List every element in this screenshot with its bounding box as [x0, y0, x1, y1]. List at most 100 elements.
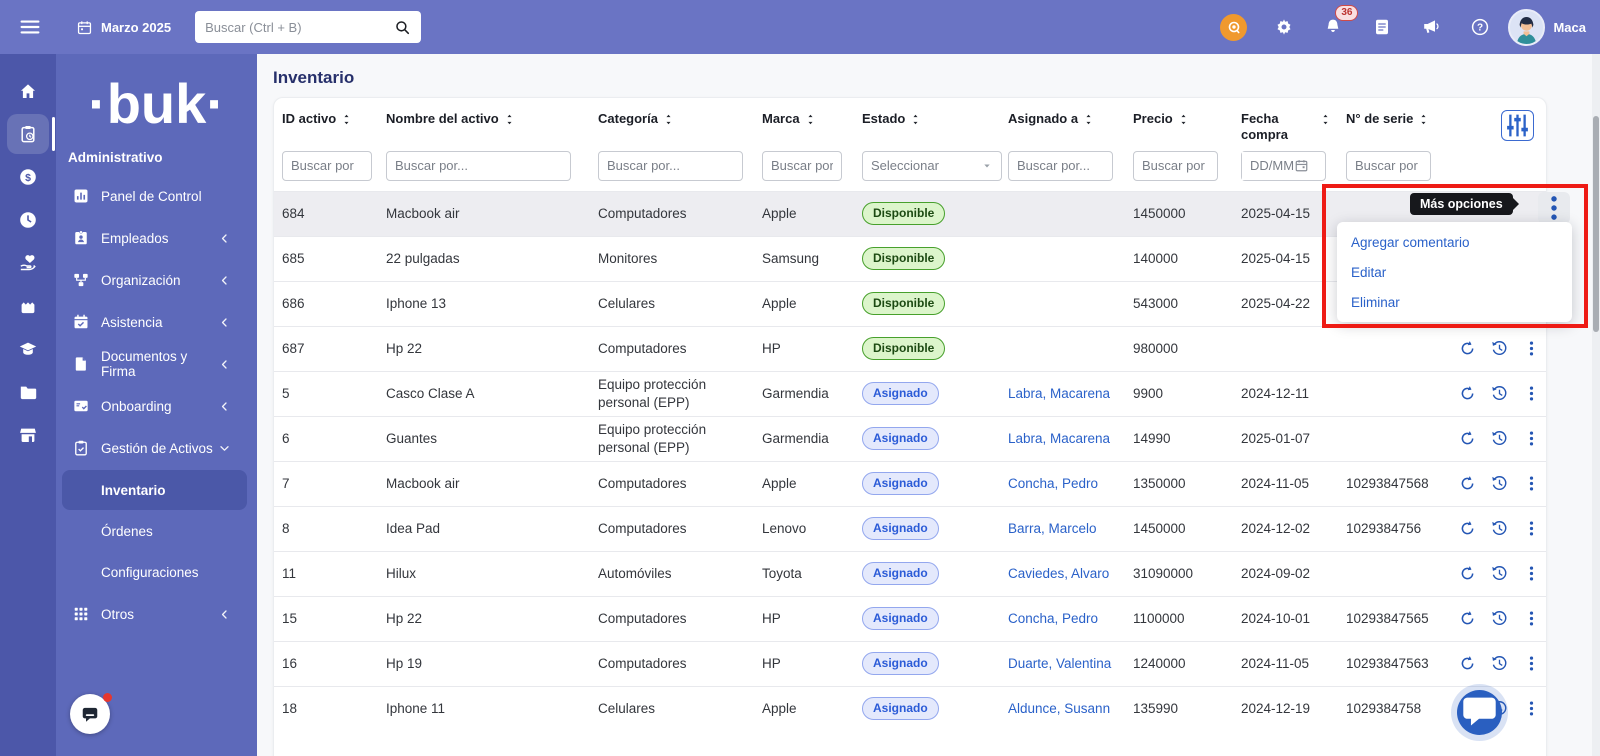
cell-asignado-a[interactable]: Barra, Marcelo — [1008, 520, 1097, 536]
filter-input-id-activo[interactable] — [282, 150, 372, 181]
menu-item-eliminar[interactable]: Eliminar — [1351, 294, 1400, 310]
rail-item-dollar[interactable]: $ — [7, 157, 49, 197]
refresh-button[interactable] — [1458, 564, 1477, 583]
more-options-button[interactable] — [1522, 384, 1541, 403]
scrollbar-thumb[interactable] — [1593, 116, 1599, 332]
cell-asignado-a[interactable]: Concha, Pedro — [1008, 610, 1099, 626]
sidebar-item-inventario[interactable]: Inventario — [62, 470, 247, 510]
column-header-categoria[interactable]: Categoría — [598, 111, 762, 127]
column-settings-button[interactable] — [1501, 110, 1534, 141]
sidebar-item-otros[interactable]: Otros — [56, 593, 257, 635]
history-button[interactable] — [1490, 429, 1509, 448]
more-options-button[interactable] — [1522, 429, 1541, 448]
refresh-button[interactable] — [1458, 474, 1477, 493]
refresh-button[interactable] — [1458, 384, 1477, 403]
history-button[interactable] — [1490, 519, 1509, 538]
help-icon[interactable]: ? — [1468, 15, 1492, 39]
refresh-button[interactable] — [1458, 654, 1477, 673]
menu-item-agregar-comentario[interactable]: Agregar comentario — [1351, 234, 1470, 250]
sidebar-item-asistencia[interactable]: Asistencia — [56, 301, 257, 343]
avatar[interactable] — [1508, 8, 1546, 46]
more-options-button[interactable] — [1522, 339, 1541, 358]
rail-item-hand-heart[interactable] — [7, 243, 49, 283]
cell-asignado-a[interactable]: Concha, Pedro — [1008, 475, 1099, 491]
rail-item-clock[interactable] — [7, 200, 49, 240]
history-button[interactable] — [1490, 474, 1509, 493]
scrollbar-track[interactable] — [1592, 54, 1600, 756]
rail-item-home[interactable] — [7, 71, 49, 111]
calendar-small-icon — [1294, 158, 1309, 173]
hamburger-menu-button[interactable] — [18, 15, 42, 39]
more-options-button[interactable] — [1522, 474, 1541, 493]
global-search[interactable] — [195, 11, 422, 43]
column-header-fecha-compra[interactable]: Fecha compra — [1241, 111, 1346, 144]
sidebar-item-gestion-de-activos[interactable]: Gestión de Activos — [56, 427, 257, 469]
history-button[interactable] — [1490, 564, 1509, 583]
rail-item-storefront[interactable] — [7, 415, 49, 455]
user-name[interactable]: Maca — [1553, 19, 1586, 35]
history-button[interactable] — [1490, 654, 1509, 673]
help-chat-fab[interactable] — [1457, 690, 1502, 735]
status-badge: Disponible — [862, 292, 946, 315]
chat-widget-button[interactable] — [70, 693, 112, 734]
cell-id-activo: 15 — [282, 610, 298, 626]
bell-icon[interactable]: 36 — [1321, 5, 1359, 39]
sidebar-item-onboarding[interactable]: Onboarding — [56, 385, 257, 427]
sidebar-item-configuraciones[interactable]: Configuraciones — [62, 552, 247, 592]
column-header-asignado-a[interactable]: Asignado a — [1008, 111, 1133, 127]
dollar-icon: $ — [18, 167, 38, 187]
menu-item-editar[interactable]: Editar — [1351, 264, 1387, 280]
sidebar-item-panel-de-control[interactable]: Panel de Control — [56, 175, 257, 217]
rail-item-graduation[interactable] — [7, 329, 49, 369]
filter-input-precio[interactable] — [1133, 150, 1218, 181]
history-button[interactable] — [1490, 609, 1509, 628]
period-selector[interactable]: Marzo 2025 — [76, 19, 171, 36]
table-body: 684 Macbook air Computadores Apple Disponibl… — [274, 190, 1546, 731]
column-header-nombre-del-activo[interactable]: Nombre del activo — [386, 111, 598, 127]
column-header-precio[interactable]: Precio — [1133, 111, 1241, 127]
gear-icon[interactable] — [1272, 15, 1296, 39]
help-icon: ? — [1470, 17, 1490, 37]
more-options-button[interactable] — [1522, 699, 1541, 718]
cell-asignado-a[interactable]: Duarte, Valentina — [1008, 655, 1112, 671]
search-input[interactable] — [205, 19, 395, 35]
cell-asignado-a[interactable]: Labra, Macarena — [1008, 385, 1111, 401]
refresh-button[interactable] — [1458, 609, 1477, 628]
sidebar-item-documentos-y-firma[interactable]: Documentos y Firma — [56, 343, 257, 385]
sidebar-item-ordenes[interactable]: Órdenes — [62, 511, 247, 551]
notes-icon[interactable] — [1370, 15, 1394, 39]
more-options-button[interactable] — [1522, 654, 1541, 673]
cell-asignado-a[interactable]: Labra, Macarena — [1008, 430, 1111, 446]
rail-item-kit[interactable] — [7, 286, 49, 326]
rail-item-folder[interactable] — [7, 372, 49, 412]
refresh-button[interactable] — [1458, 429, 1477, 448]
refresh-button[interactable] — [1458, 339, 1477, 358]
column-header-estado[interactable]: Estado — [862, 111, 1008, 127]
column-header-n-de-serie[interactable]: N° de serie — [1346, 111, 1456, 127]
filter-input-asignado-a[interactable] — [1008, 150, 1113, 181]
filter-input-marca[interactable] — [762, 150, 842, 181]
more-options-button-active[interactable] — [1538, 192, 1570, 224]
filter-input-nombre-del-activo[interactable] — [386, 150, 571, 181]
sidebar-item-organizacion[interactable]: Organización — [56, 259, 257, 301]
history-button[interactable] — [1490, 339, 1509, 358]
cell-asignado-a[interactable]: Aldunce, Susann — [1008, 700, 1111, 716]
record-icon[interactable] — [1220, 13, 1248, 41]
megaphone-icon[interactable] — [1419, 15, 1443, 39]
history-button[interactable] — [1490, 384, 1509, 403]
cell-asignado-a[interactable]: Caviedes, Alvaro — [1008, 565, 1110, 581]
more-options-button[interactable] — [1522, 519, 1541, 538]
filter-input-categoria[interactable] — [598, 150, 743, 181]
filter-input-n-de-serie[interactable] — [1346, 150, 1431, 181]
refresh-button[interactable] — [1458, 519, 1477, 538]
sidebar-item-label: Empleados — [101, 230, 169, 246]
rail-item-clipboard-clock[interactable] — [7, 114, 55, 154]
column-header-id-activo[interactable]: ID activo — [282, 111, 386, 127]
column-header-marca[interactable]: Marca — [762, 111, 862, 127]
more-options-button[interactable] — [1522, 609, 1541, 628]
filter-input-fecha-compra[interactable] — [1242, 151, 1294, 180]
id-badge-icon — [72, 229, 90, 247]
sidebar-item-empleados[interactable]: Empleados — [56, 217, 257, 259]
more-options-button[interactable] — [1522, 564, 1541, 583]
estado-filter-select[interactable]: Seleccionar — [862, 150, 1002, 181]
